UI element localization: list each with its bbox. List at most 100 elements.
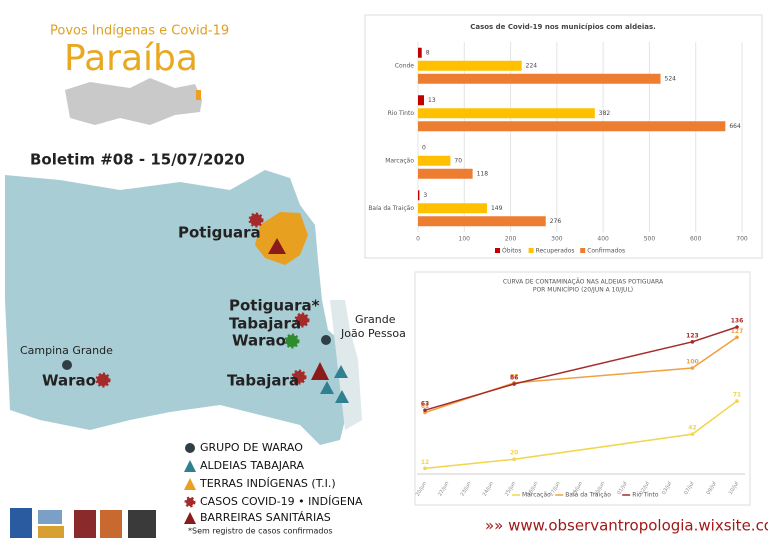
covid-icon (291, 369, 307, 385)
logo (100, 510, 122, 538)
map-label: Warao (232, 332, 286, 350)
x-tick-label: 500 (644, 236, 656, 243)
bar (418, 73, 661, 84)
barrier-icon (268, 238, 286, 254)
map-label: Grande (355, 313, 396, 326)
legend-label: Rio Tinto (632, 492, 659, 499)
legend-text: CASOS COVID-19 • INDÍGENA (200, 495, 363, 508)
url[interactable]: »» www.observantropologia.wixsite.com/uf… (485, 517, 768, 535)
x-tick-label: 0 (416, 236, 420, 243)
logo (38, 526, 64, 538)
tabajara-icon (320, 381, 334, 394)
legend-icon (184, 460, 196, 472)
point (735, 399, 739, 403)
value-label: 0 (422, 144, 426, 151)
legend-icon (185, 443, 195, 453)
indigenous-land (255, 212, 308, 265)
value-label: 123 (686, 332, 699, 339)
legend-swatch (528, 248, 534, 253)
legend-swatch (580, 248, 586, 253)
map-label: Potiguara* (229, 297, 320, 315)
bar (418, 60, 522, 71)
chart-title: POR MUNICÍPIO (20/JUN A 10/JUL) (533, 287, 633, 294)
value-label: 118 (477, 170, 489, 177)
point (512, 382, 516, 386)
value-label: 524 (665, 75, 677, 82)
value-label: 382 (599, 110, 611, 117)
value-label: 61 (421, 403, 429, 410)
icons (62, 212, 349, 403)
map-label: Warao (42, 372, 96, 390)
covid-icon (284, 333, 300, 349)
point (690, 340, 695, 344)
locator-map (65, 78, 202, 125)
tabajara-icon (334, 365, 348, 378)
covid-icon (248, 212, 264, 228)
value-label: 664 (729, 123, 741, 130)
chart-title: CURVA DE CONTAMINAÇÃO NAS ALDEIAS POTIGU… (503, 279, 664, 286)
point (735, 335, 739, 340)
line-panel (414, 271, 751, 506)
x-tick-label: 200 (505, 236, 517, 243)
value-label: 3 (423, 192, 427, 199)
legend-text: TERRAS INDÍGENAS (T.I.) (199, 477, 336, 490)
logo (10, 508, 32, 538)
city-dot (62, 360, 72, 370)
x-tick-label: 100 (459, 236, 471, 243)
city-dot (321, 335, 331, 345)
barrier-icon (311, 362, 329, 380)
covid-icon (294, 312, 310, 328)
bar (418, 203, 487, 214)
bar (418, 168, 473, 179)
value-label: 70 (454, 157, 462, 164)
bar (418, 47, 422, 58)
value-label: 127 (731, 328, 744, 335)
legend-icon (184, 512, 196, 524)
legend-text: GRUPO DE WARAO (200, 441, 303, 454)
point (735, 325, 739, 329)
value-label: 276 (550, 218, 562, 225)
legend-swatch (495, 248, 500, 253)
legend-label: Óbitos (502, 248, 521, 255)
value-label: 224 (526, 62, 538, 69)
neighbor (330, 300, 362, 430)
value-label: 136 (731, 318, 744, 325)
bar (418, 190, 420, 201)
x-tick-label: 300 (551, 236, 563, 243)
tabajara-icon (335, 390, 349, 403)
legend-text: BARREIRAS SANITÁRIAS (200, 511, 331, 524)
map-label: João Pessoa (340, 327, 406, 340)
line (424, 400, 738, 470)
logo (74, 510, 96, 538)
y-tick-label: Baía da Traição (368, 205, 414, 212)
map-label: Campina Grande (20, 344, 113, 357)
legend-icon (184, 478, 196, 490)
bar (418, 216, 546, 227)
logos (10, 508, 156, 538)
point (512, 457, 516, 462)
value-label: 63 (421, 401, 429, 408)
y-tick-label: Rio Tinto (388, 110, 415, 117)
value-label: 8 (426, 49, 430, 56)
bar (418, 121, 726, 132)
value-label: 71 (733, 392, 741, 399)
point (690, 366, 695, 370)
x-tick-label: 400 (597, 236, 609, 243)
value-label: 100 (686, 359, 699, 366)
y-tick-label: Conde (395, 62, 414, 69)
logo (38, 510, 62, 524)
line (424, 326, 738, 411)
x-tick-label: 700 (736, 236, 748, 243)
bar (418, 95, 425, 106)
footnote: *Sem registro de casos confirmados (188, 527, 333, 536)
legend-label: Confirmados (587, 248, 625, 255)
value-label: 149 (491, 205, 503, 212)
map-label: Potiguara (178, 224, 261, 242)
map-label: Tabajara (227, 372, 299, 390)
legend-label: Baía da Traição (565, 492, 611, 499)
point (690, 432, 695, 436)
point (423, 466, 427, 471)
x-tick-label: 600 (690, 236, 702, 243)
subtitle: Povos Indígenas e Covid-19 (50, 24, 229, 39)
